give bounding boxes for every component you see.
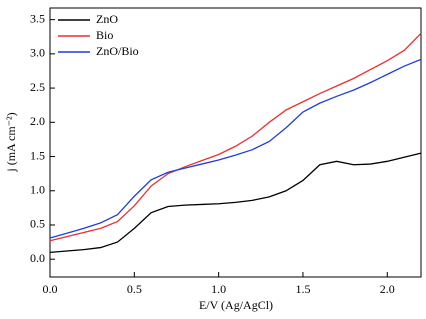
line-series	[49, 32, 422, 242]
y-tick-label: 0.5	[30, 217, 45, 231]
x-tick-label: 2.0	[380, 282, 395, 296]
x-axis-label: E/V (Ag/AgCl)	[199, 298, 273, 312]
legend-label: ZnO/Bio	[96, 44, 139, 58]
x-tick-label: 1.5	[295, 282, 310, 296]
y-tick-label: 3.5	[30, 11, 45, 25]
x-tick-label: 0.5	[127, 282, 142, 296]
x-tick-label: 0.0	[43, 282, 58, 296]
y-tick-label: 2.5	[30, 80, 45, 94]
y-tick-label: 2.0	[30, 114, 45, 128]
legend-label: ZnO	[96, 12, 118, 26]
legend-label: Bio	[96, 28, 113, 42]
y-axis-label: j (mA cm⁻²)	[4, 112, 18, 172]
y-tick-label: 1.5	[30, 148, 45, 162]
y-tick-label: 1.0	[30, 183, 45, 197]
y-tick-label: 0.0	[30, 251, 45, 265]
y-tick-label: 3.0	[30, 46, 45, 60]
x-tick-label: 1.0	[211, 282, 226, 296]
line-series	[49, 152, 422, 254]
line-series	[49, 58, 422, 239]
plot-frame	[49, 7, 422, 278]
